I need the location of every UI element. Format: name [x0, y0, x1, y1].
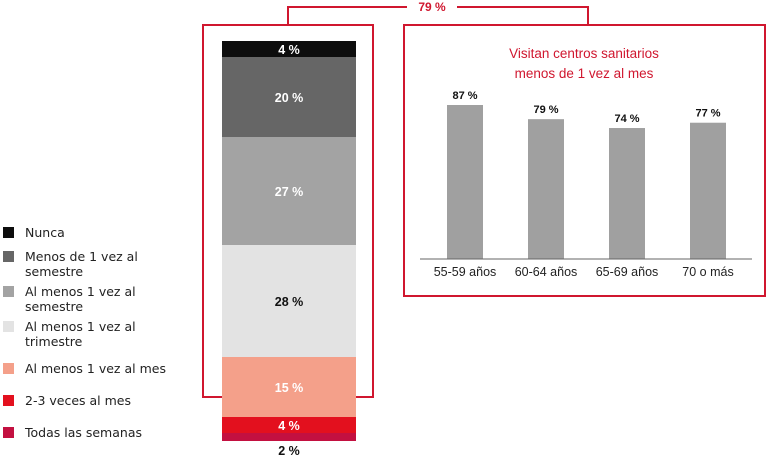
- age-tick-label-0: 55-59 años: [434, 265, 497, 279]
- legend-label: Al menos 1 vez al semestre: [25, 284, 136, 314]
- stack-segment-label-2: 27 %: [275, 185, 304, 199]
- age-bar-2: [609, 128, 645, 259]
- legend-label: Nunca: [25, 225, 65, 240]
- bracket-label: 79 %: [418, 0, 446, 14]
- age-bar-value-label-0: 87 %: [452, 90, 477, 102]
- legend-swatch: [3, 363, 14, 374]
- legend-item-mes: Al menos 1 vez al mes: [3, 361, 185, 376]
- stack-segment-6: [222, 433, 356, 441]
- age-bar-3: [690, 122, 726, 260]
- legend-label: Todas las semanas: [25, 425, 142, 440]
- legend-item-trimestre: Al menos 1 vez al trimestre: [3, 319, 185, 349]
- age-bar-1: [528, 119, 564, 259]
- stack-segment-4: [222, 357, 356, 417]
- legend-swatch: [3, 427, 14, 438]
- stack-segment-label-6: 2 %: [278, 444, 300, 458]
- stack-segment-3: [222, 245, 356, 357]
- legend-swatch: [3, 251, 14, 262]
- stack-segment-0: [222, 41, 356, 57]
- legend-label: Menos de 1 vez al semestre: [25, 249, 138, 279]
- legend-item-nunca: Nunca: [3, 225, 185, 240]
- stack-segment-label-4: 15 %: [275, 381, 304, 395]
- age-bar-value-label-2: 74 %: [614, 113, 639, 125]
- stack-segment-label-3: 28 %: [275, 295, 304, 309]
- stack-segment-1: [222, 57, 356, 137]
- legend-swatch: [3, 321, 14, 332]
- legend: Nunca Menos de 1 vez al semestre Al meno…: [0, 0, 200, 473]
- stack-segment-2: [222, 137, 356, 245]
- age-bar-value-label-3: 77 %: [695, 108, 720, 120]
- legend-swatch: [3, 227, 14, 238]
- legend-item-menos-semestre: Menos de 1 vez al semestre: [3, 249, 185, 279]
- stack-segment-label-1: 20 %: [275, 91, 304, 105]
- legend-label: 2-3 veces al mes: [25, 393, 132, 408]
- age-bars: 87 % 55-59 años 79 % 60-64 años 74 % 65-69 añ…: [434, 90, 734, 279]
- legend-label: Al menos 1 vez al trimestre: [25, 319, 136, 349]
- age-tick-label-1: 60-64 años: [515, 265, 578, 279]
- legend-swatch: [3, 286, 14, 297]
- bracket-label-bg: [407, 0, 457, 14]
- stacked-bar: 4 % 20 % 27 % 28 % 15 % 4 % 2 %: [222, 41, 356, 458]
- legend-label: Al menos 1 vez al mes: [25, 361, 166, 376]
- stack-segment-5: [222, 417, 356, 433]
- legend-item-semestre: Al menos 1 vez al semestre: [3, 284, 185, 314]
- age-chart-title-line-1: Visitan centros sanitarios: [509, 46, 659, 61]
- age-chart-box: [403, 24, 766, 297]
- stacked-bracket-box: [202, 24, 374, 398]
- age-chart-title-line-2: menos de 1 vez al mes: [515, 66, 654, 81]
- age-bar-value-label-1: 79 %: [533, 104, 558, 116]
- age-bar-0: [447, 105, 483, 259]
- legend-swatch: [3, 395, 14, 406]
- stack-segment-label-5: 4 %: [278, 419, 300, 433]
- legend-item-semanas: Todas las semanas: [3, 425, 185, 440]
- age-tick-label-2: 65-69 años: [596, 265, 659, 279]
- legend-item-2-3-mes: 2-3 veces al mes: [3, 393, 185, 408]
- stack-segment-label-0: 4 %: [278, 43, 300, 57]
- age-tick-label-3: 70 o más: [682, 265, 733, 279]
